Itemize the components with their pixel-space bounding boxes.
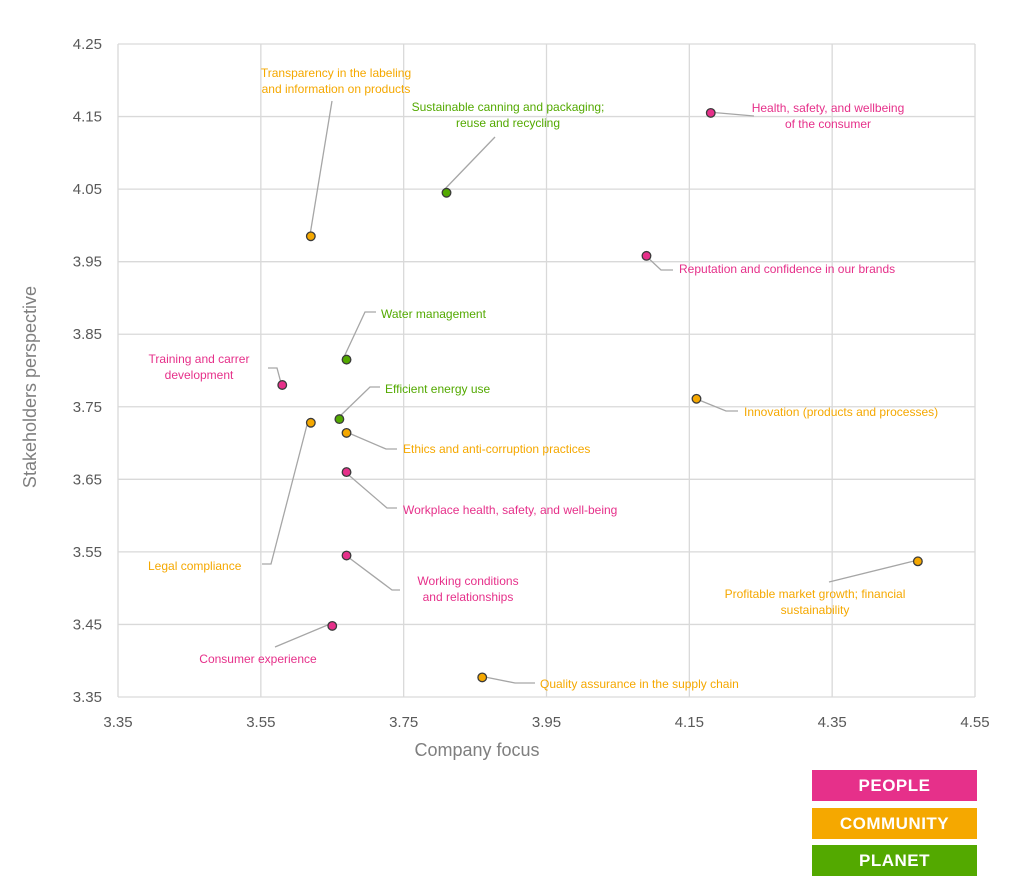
y-tick-label: 4.15 (73, 109, 102, 126)
data-point (341, 550, 352, 561)
data-point (277, 380, 288, 390)
leader-line (693, 397, 738, 412)
point-label: Quality assurance in the supply chain (540, 677, 739, 691)
leader-line (274, 623, 331, 648)
y-tick-label: 3.75 (73, 399, 102, 416)
leader-line (343, 553, 400, 591)
x-tick-label: 4.35 (818, 714, 847, 731)
data-points (277, 107, 923, 683)
legend-people: PEOPLE (812, 770, 977, 801)
leader-line (268, 367, 282, 384)
point-label: Reputation and confidence in our brands (679, 262, 895, 276)
data-point (441, 187, 452, 198)
point-label: Workplace health, safety, and well-being (403, 503, 617, 517)
leader-line (479, 675, 535, 684)
leader-line (343, 470, 397, 509)
point-label: Working conditions and relationships (417, 574, 518, 604)
leader-line (343, 430, 397, 450)
y-tick-label: 3.95 (73, 254, 102, 271)
data-point (641, 250, 652, 261)
point-label: Innovation (products and processes) (744, 405, 938, 419)
leader-line (343, 311, 376, 358)
data-point (341, 467, 352, 478)
point-label: Efficient energy use (385, 382, 491, 396)
point-label: Consumer experience (199, 652, 317, 666)
x-tick-label: 3.35 (103, 714, 132, 731)
data-point (477, 672, 488, 683)
point-labels: Transparency in the labeling and informat… (148, 66, 938, 691)
point-label: Legal compliance (148, 559, 242, 573)
x-tick-label: 3.75 (389, 714, 418, 731)
leader-line (337, 386, 380, 419)
leader-lines (262, 100, 915, 684)
legend-planet: PLANET (812, 845, 977, 876)
y-tick-label: 3.45 (73, 616, 102, 633)
y-tick-label: 4.05 (73, 181, 102, 198)
point-label: Training and carrer development (149, 352, 250, 382)
data-point (341, 427, 352, 438)
y-tick-label: 4.25 (73, 36, 102, 53)
point-label: Transparency in the labeling and informat… (261, 66, 411, 96)
tick-labels: 3.35 3.55 3.75 3.95 4.15 4.35 4.55 3.35 3.45 3.55… (73, 36, 990, 731)
leader-line (262, 420, 309, 565)
leader-line (442, 136, 496, 192)
x-axis-title: Company focus (414, 740, 539, 760)
data-point (305, 417, 316, 428)
leader-line (644, 254, 673, 271)
y-axis-title: Stakeholders perspective (20, 286, 40, 488)
data-point (705, 107, 716, 118)
x-tick-label: 3.95 (532, 714, 561, 731)
data-point (691, 393, 702, 404)
point-label: Ethics and anti-corruption practices (403, 442, 590, 456)
point-label: Health, safety, and wellbeing of the cons… (752, 101, 905, 131)
y-tick-label: 3.55 (73, 544, 102, 561)
data-point (341, 354, 352, 365)
y-tick-label: 3.85 (73, 326, 102, 343)
point-label: Profitable market growth; financial susta… (725, 587, 906, 617)
data-point (912, 556, 923, 567)
data-point (327, 620, 338, 631)
point-label: Water management (381, 307, 487, 321)
x-tick-label: 4.15 (675, 714, 704, 731)
x-tick-label: 3.55 (246, 714, 275, 731)
grid-lines (117, 43, 976, 698)
y-tick-label: 3.35 (73, 689, 102, 706)
data-point (334, 414, 345, 425)
legend-community: COMMUNITY (812, 808, 977, 839)
y-tick-label: 3.65 (73, 471, 102, 488)
data-point (305, 231, 316, 242)
leader-line (309, 100, 333, 236)
leader-line (828, 560, 915, 583)
x-tick-label: 4.55 (960, 714, 989, 731)
point-label: Sustainable canning and packaging; reuse … (412, 100, 605, 130)
